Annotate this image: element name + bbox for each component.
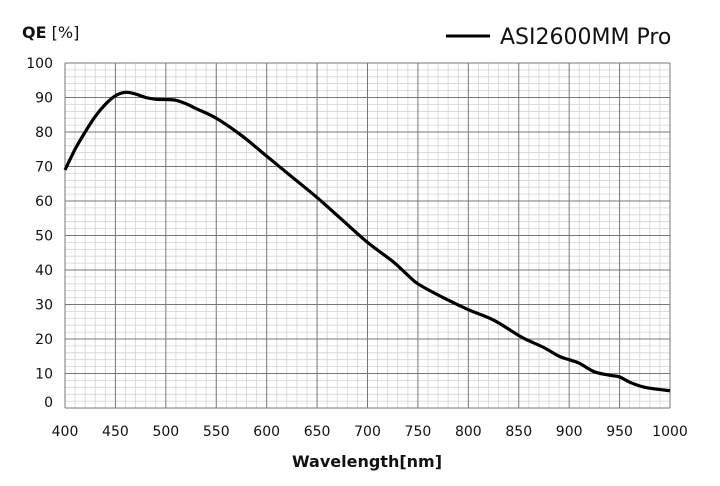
y-tick-label: 50 [35,229,53,245]
legend-label: ASI2600MM Pro [500,25,671,50]
y-tick-label: 100 [26,56,53,72]
y-axis-label: QE [%] [22,23,79,42]
major-grid [64,62,671,409]
x-tick-label: 850 [505,424,532,440]
x-tick-label: 800 [455,424,482,440]
x-tick-labels: 400 450 500 550 600 650 700 750 800 850 900 950 1000 [52,424,688,440]
y-tick-label: 10 [35,367,53,383]
y-tick-label: 60 [35,194,53,210]
y-axis-label-bold: QE [22,23,47,42]
y-tick-label: 40 [35,263,53,279]
x-tick-label: 900 [556,424,583,440]
x-tick-label: 500 [152,424,179,440]
x-tick-label: 950 [606,424,633,440]
y-tick-labels: 0 10 20 30 40 50 60 70 80 90 100 [26,56,53,411]
x-tick-label: 1000 [652,424,688,440]
x-tick-label: 600 [253,424,280,440]
legend: ASI2600MM Pro [446,25,671,50]
x-tick-label: 750 [405,424,432,440]
y-tick-label: 0 [44,395,53,411]
y-tick-label: 90 [35,91,53,107]
x-axis-label: Wavelength[nm] [292,452,442,471]
y-tick-label: 70 [35,160,53,176]
x-tick-label: 400 [52,424,79,440]
x-tick-label: 450 [102,424,129,440]
y-tick-label: 80 [35,125,53,141]
y-tick-label: 20 [35,332,53,348]
series-layer [63,90,671,393]
y-tick-label: 30 [35,298,53,314]
x-tick-label: 650 [304,424,331,440]
series-line [63,90,671,393]
y-axis-label-unit: [%] [47,23,80,42]
x-tick-label: 550 [203,424,230,440]
x-tick-label: 700 [354,424,381,440]
